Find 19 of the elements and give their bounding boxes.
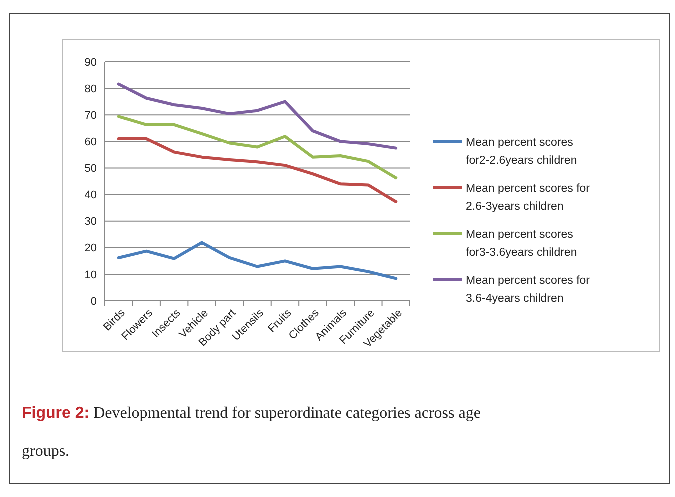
y-tick-label: 50: [84, 163, 97, 176]
y-tick-label: 80: [84, 83, 97, 96]
line-series: [117, 115, 398, 180]
line-series: [117, 138, 398, 204]
line-series: [117, 241, 398, 280]
y-tick-label: 40: [84, 190, 97, 202]
legend-label: Mean percent scores for2-2.6years children: [466, 137, 578, 168]
y-tick-label: 90: [84, 56, 97, 69]
legend-label: Mean percent scores for 2.6-3years children: [466, 183, 590, 214]
legend-label: Mean percent scores for 3.6-4years children: [466, 275, 590, 306]
y-tick-label: 20: [84, 242, 97, 255]
y-tick-label: 30: [84, 216, 97, 228]
y-tick-label: 70: [84, 110, 97, 122]
legend-label: Mean percent scores for3-3.6years children: [466, 229, 578, 260]
y-tick-label: 10: [84, 269, 97, 282]
line-series: [117, 82, 398, 150]
y-tick-label: 0: [90, 296, 97, 308]
y-tick-label: 60: [84, 136, 97, 149]
text: Figure 2: Developmental trend for superordinate categories across age groups.: [22, 405, 481, 460]
